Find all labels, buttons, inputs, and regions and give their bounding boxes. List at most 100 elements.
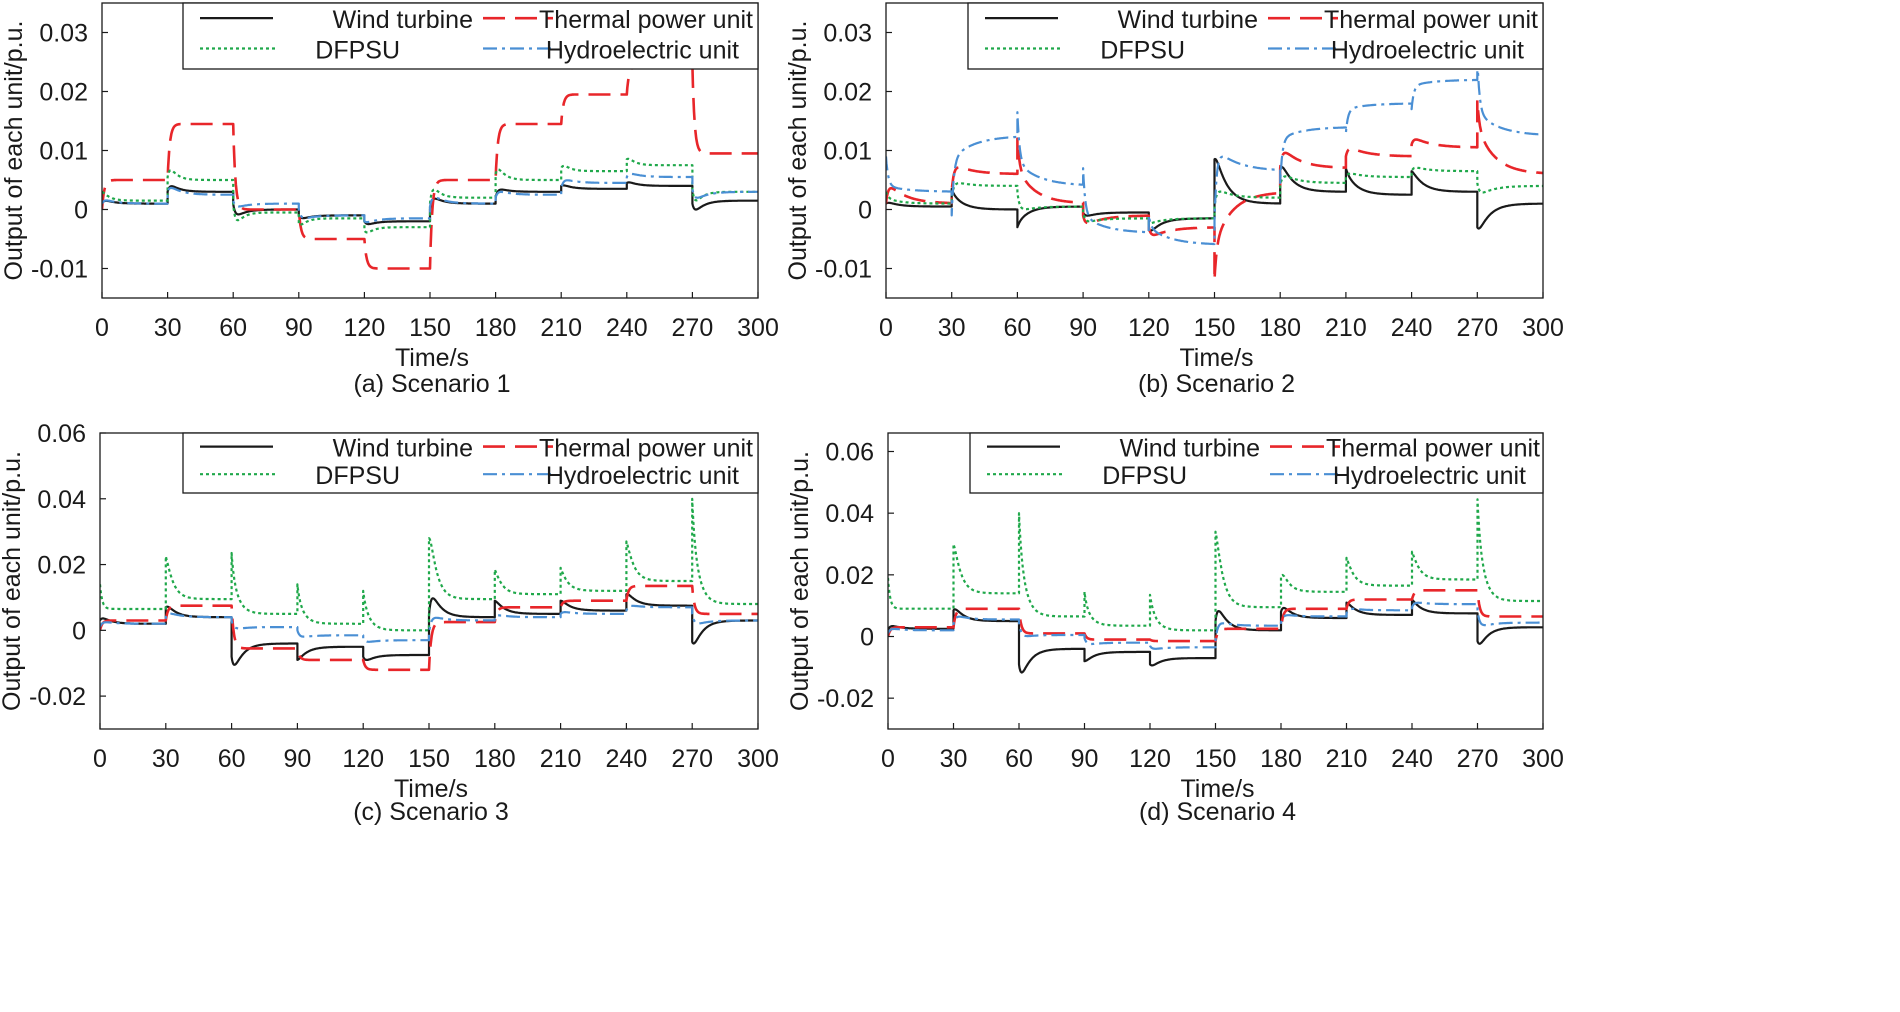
x-tick-label: 90 [283, 745, 311, 773]
panel-caption: (d) Scenario 4 [1139, 798, 1296, 826]
x-tick-label: 180 [475, 314, 517, 342]
x-axis-label: Time/s [1179, 344, 1253, 372]
legend-label-wind: Wind turbine [1120, 435, 1260, 463]
x-tick-label: 300 [737, 314, 779, 342]
x-tick-label: 150 [408, 745, 450, 773]
series-line-dfpsu [888, 498, 1543, 632]
x-tick-label: 150 [1195, 745, 1237, 773]
y-tick-label: 0.01 [39, 138, 88, 166]
y-tick-label: 0 [858, 197, 872, 225]
x-tick-label: 60 [1003, 314, 1031, 342]
series-line-thermal [886, 99, 1543, 282]
y-tick-label: -0.02 [29, 683, 86, 711]
series-group [888, 498, 1543, 674]
y-axis-label: Output of each unit/p.u. [0, 451, 26, 711]
y-tick-label: 0 [74, 197, 88, 225]
x-tick-label: 30 [154, 314, 182, 342]
x-tick-label: 180 [1260, 745, 1302, 773]
x-tick-label: 210 [1325, 314, 1367, 342]
legend-box [182, 432, 759, 494]
panel-caption: (c) Scenario 3 [353, 798, 509, 826]
x-tick-label: 240 [1391, 314, 1433, 342]
legend: Wind turbine Thermal power unit DFPSU Hydro… [967, 2, 1544, 70]
legend-label-dfpsu: DFPSU [1102, 462, 1187, 490]
x-tick-label: 180 [474, 745, 516, 773]
x-tick-label: 90 [1071, 745, 1099, 773]
series-line-dfpsu [100, 497, 758, 632]
series-line-wind [886, 157, 1543, 232]
legend: Wind turbine Thermal power unit DFPSU Hydro… [969, 432, 1544, 494]
y-axis-label: Output of each unit/p.u. [784, 21, 812, 281]
x-tick-label: 240 [606, 745, 648, 773]
x-tick-label: 270 [671, 745, 713, 773]
legend-label-thermal: Thermal power unit [539, 435, 753, 463]
x-tick-label: 60 [219, 314, 247, 342]
y-tick-label: 0.02 [39, 79, 88, 107]
y-tick-label: 0.03 [39, 20, 88, 48]
x-tick-label: 30 [940, 745, 968, 773]
y-tick-label: 0.04 [37, 486, 86, 514]
x-tick-label: 0 [879, 314, 893, 342]
x-tick-label: 120 [342, 745, 384, 773]
legend-label-hydro: Hydroelectric unit [546, 37, 739, 65]
chart-panel-4: 0 30 60 90 120 150 180 210 240 270 300 -0.02 0 0.02 0.… [786, 432, 1564, 826]
x-tick-label: 120 [344, 314, 386, 342]
legend-label-thermal: Thermal power unit [1324, 6, 1538, 34]
series-group [102, 63, 758, 270]
x-tick-label: 300 [1522, 745, 1564, 773]
series-line-thermal [102, 63, 758, 270]
y-tick-label: 0.01 [823, 138, 872, 166]
legend-label-hydro: Hydroelectric unit [1331, 37, 1524, 65]
x-tick-label: 30 [152, 745, 180, 773]
legend-label-thermal: Thermal power unit [1326, 435, 1540, 463]
x-tick-label: 90 [1069, 314, 1097, 342]
y-tick-label: 0.02 [825, 562, 874, 590]
legend-label-wind: Wind turbine [333, 435, 473, 463]
x-tick-label: 270 [1457, 745, 1499, 773]
panel-caption: (a) Scenario 1 [353, 370, 510, 398]
y-tick-label: 0.06 [825, 439, 874, 467]
x-tick-label: 270 [672, 314, 714, 342]
x-tick-label: 60 [218, 745, 246, 773]
legend-label-dfpsu: DFPSU [315, 37, 400, 65]
x-axis-label: Time/s [1180, 775, 1254, 803]
legend-label-dfpsu: DFPSU [315, 462, 400, 490]
legend-label-dfpsu: DFPSU [1100, 37, 1185, 65]
series-line-hydro [100, 604, 758, 643]
x-tick-label: 120 [1129, 745, 1171, 773]
legend-label-hydro: Hydroelectric unit [1333, 462, 1526, 490]
x-tick-label: 0 [881, 745, 895, 773]
series-group [100, 497, 758, 672]
y-tick-label: 0.02 [823, 79, 872, 107]
x-tick-label: 60 [1005, 745, 1033, 773]
x-tick-label: 210 [540, 314, 582, 342]
x-tick-label: 210 [1326, 745, 1368, 773]
x-axis-label: Time/s [395, 344, 469, 372]
legend-label-wind: Wind turbine [1118, 6, 1258, 34]
x-tick-label: 0 [95, 314, 109, 342]
x-tick-label: 150 [409, 314, 451, 342]
legend: Wind turbine Thermal power unit DFPSU Hydro… [182, 432, 759, 494]
series-line-hydro [886, 55, 1543, 246]
x-tick-label: 300 [737, 745, 779, 773]
chart-panel-3: 0 30 60 90 120 150 180 210 240 270 300 -0.02 0 0.02 0.… [0, 420, 779, 826]
x-tick-label: 120 [1128, 314, 1170, 342]
legend-label-wind: Wind turbine [333, 6, 473, 34]
series-line-thermal [100, 584, 758, 672]
y-tick-label: -0.01 [31, 256, 88, 284]
x-axis-label: Time/s [394, 775, 468, 803]
legend-box [967, 2, 1544, 70]
x-tick-label: 150 [1194, 314, 1236, 342]
x-tick-label: 240 [606, 314, 648, 342]
x-tick-label: 210 [540, 745, 582, 773]
x-tick-label: 240 [1391, 745, 1433, 773]
y-tick-label: 0 [860, 624, 874, 652]
legend-box [182, 2, 759, 70]
x-tick-label: 180 [1259, 314, 1301, 342]
x-tick-label: 90 [285, 314, 313, 342]
y-tick-label: 0.06 [37, 420, 86, 448]
series-line-dfpsu [102, 157, 758, 234]
series-group [886, 55, 1543, 282]
